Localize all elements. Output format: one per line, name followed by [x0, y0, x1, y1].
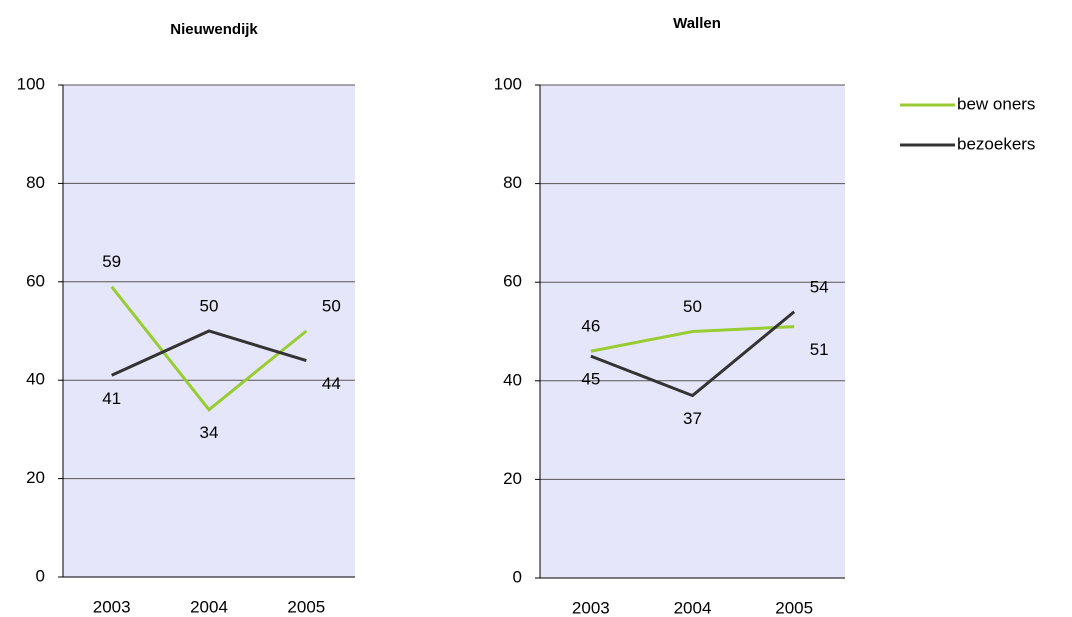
- data-label: 46: [581, 317, 600, 336]
- data-label: 41: [102, 389, 121, 408]
- data-label: 44: [322, 374, 341, 393]
- data-label: 50: [322, 296, 341, 315]
- y-tick-label: 80: [503, 173, 522, 192]
- y-tick-label: 60: [503, 272, 522, 291]
- x-tick-label: 2003: [93, 597, 131, 616]
- y-tick-label: 0: [513, 567, 522, 586]
- y-tick-label: 80: [26, 173, 45, 192]
- y-tick-label: 40: [503, 370, 522, 389]
- x-tick-label: 2004: [190, 597, 228, 616]
- legend-label: bezoekers: [957, 134, 1035, 153]
- legend-label: bew oners: [957, 94, 1035, 113]
- data-label: 37: [683, 409, 702, 428]
- line: [110, 285, 308, 412]
- x-tick-label: 2005: [287, 597, 325, 616]
- line: [590, 325, 795, 353]
- y-tick-label: 40: [26, 370, 45, 389]
- x-tick-label: 2003: [572, 598, 610, 617]
- x-tick-label: 2004: [674, 598, 712, 617]
- data-label: 50: [683, 297, 702, 316]
- y-tick-label: 0: [36, 566, 45, 585]
- line: [111, 329, 307, 377]
- y-tick-label: 20: [26, 468, 45, 487]
- data-label: 59: [102, 252, 121, 271]
- data-label: 34: [200, 423, 219, 442]
- line: [590, 310, 796, 398]
- data-label: 54: [810, 277, 829, 296]
- y-tick-label: 20: [503, 469, 522, 488]
- chart-title: Wallen: [673, 15, 721, 32]
- y-tick-label: 100: [17, 74, 45, 93]
- y-tick-label: 60: [26, 271, 45, 290]
- y-tick-label: 100: [494, 74, 522, 93]
- data-label: 51: [810, 340, 829, 359]
- x-tick-label: 2005: [775, 598, 813, 617]
- data-label: 50: [200, 296, 219, 315]
- data-label: 45: [581, 370, 600, 389]
- chart-title: Nieuwendijk: [170, 21, 258, 38]
